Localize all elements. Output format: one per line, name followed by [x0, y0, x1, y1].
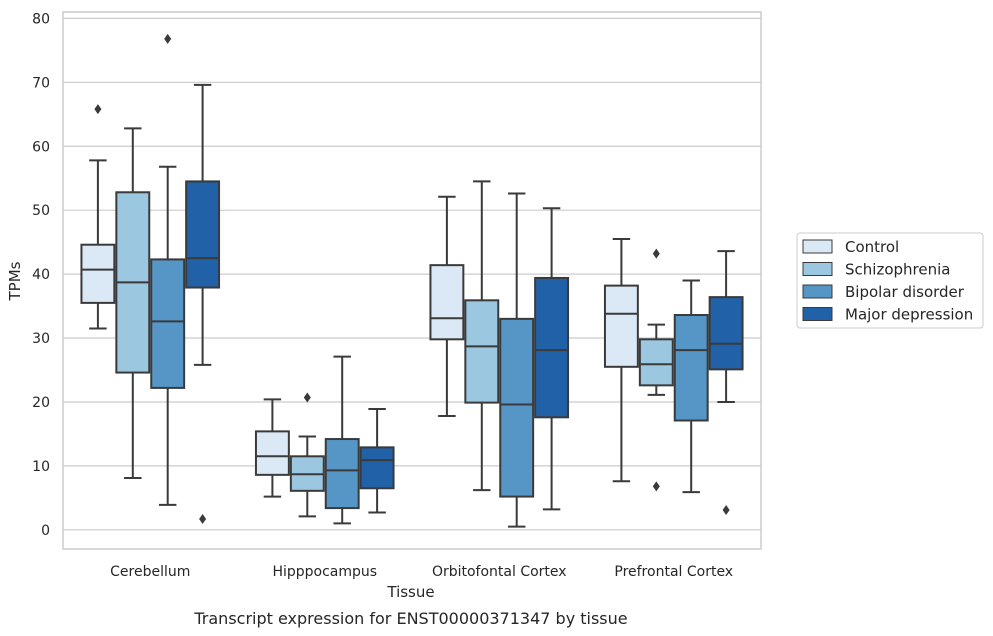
legend-swatch [802, 307, 833, 321]
outlier-point [164, 33, 172, 44]
box-group [603, 237, 639, 483]
box-iqr [254, 430, 290, 476]
box-group [638, 248, 674, 492]
box-iqr [429, 264, 465, 341]
box-group [185, 83, 221, 524]
box-iqr [324, 438, 360, 510]
box-iqr [185, 180, 221, 289]
y-tick-label: 50 [32, 203, 50, 219]
outlier-point [652, 481, 660, 492]
box-group [708, 250, 744, 516]
y-tick-label: 80 [32, 11, 50, 27]
box-iqr [638, 338, 674, 387]
box-iqr [534, 276, 570, 419]
box-iqr [359, 446, 395, 490]
outlier-point [652, 248, 660, 259]
legend-frame [796, 232, 984, 329]
y-tick-label: 60 [32, 139, 50, 155]
y-axis-label: TPMs [6, 261, 24, 301]
legend-swatch [802, 262, 833, 276]
box-group [80, 104, 116, 330]
x-tick-label: Cerebellum [110, 564, 190, 580]
box-group [324, 355, 360, 525]
box-group [464, 180, 500, 492]
box-group [429, 195, 465, 418]
legend: Control Schizophrenia Bipolar disorder Majo… [796, 232, 984, 329]
y-tick-label: 0 [41, 523, 50, 539]
box-iqr [80, 243, 116, 304]
box-group [499, 192, 535, 528]
outlier-point [199, 513, 207, 524]
y-tick-label: 30 [32, 331, 50, 347]
legend-swatch [802, 284, 833, 299]
x-axis-label: Tissue [386, 583, 434, 601]
box-group [115, 127, 151, 480]
box-iqr [464, 299, 500, 404]
box-iqr [499, 317, 535, 498]
box-group [534, 207, 570, 511]
outlier-point [722, 505, 730, 516]
box-group [289, 392, 325, 518]
box-group [359, 407, 395, 514]
boxes [80, 33, 744, 528]
x-tick-label: Prefrontal Cortex [614, 564, 733, 580]
outlier-point [303, 392, 311, 403]
x-axis-ticks: Cerebellum Hipppocampus Orbitofontal Corte… [110, 564, 733, 580]
outlier-point [94, 104, 102, 115]
legend-label: Control [845, 238, 899, 256]
y-tick-label: 40 [32, 267, 50, 283]
box-iqr [150, 258, 186, 389]
legend-label: Major depression [845, 306, 973, 324]
box-group [150, 33, 186, 506]
box-iqr [603, 284, 639, 368]
legend-label: Bipolar disorder [845, 283, 965, 301]
box-iqr [673, 314, 709, 422]
box-group [254, 398, 290, 498]
chart-caption: Transcript expression for ENST0000037134… [193, 609, 627, 628]
y-axis-ticks: 0 10 20 30 40 50 60 70 80 [32, 11, 50, 538]
plot-frame [62, 11, 762, 550]
box-group [673, 279, 709, 494]
box-iqr [708, 296, 744, 371]
x-tick-label: Hipppocampus [272, 564, 377, 580]
legend-swatch [802, 239, 833, 254]
x-tick-label: Orbitofontal Cortex [432, 564, 567, 580]
legend-label: Schizophrenia [845, 261, 950, 279]
y-tick-label: 20 [32, 395, 50, 411]
y-tick-label: 70 [32, 75, 50, 91]
y-tick-label: 10 [32, 459, 50, 475]
